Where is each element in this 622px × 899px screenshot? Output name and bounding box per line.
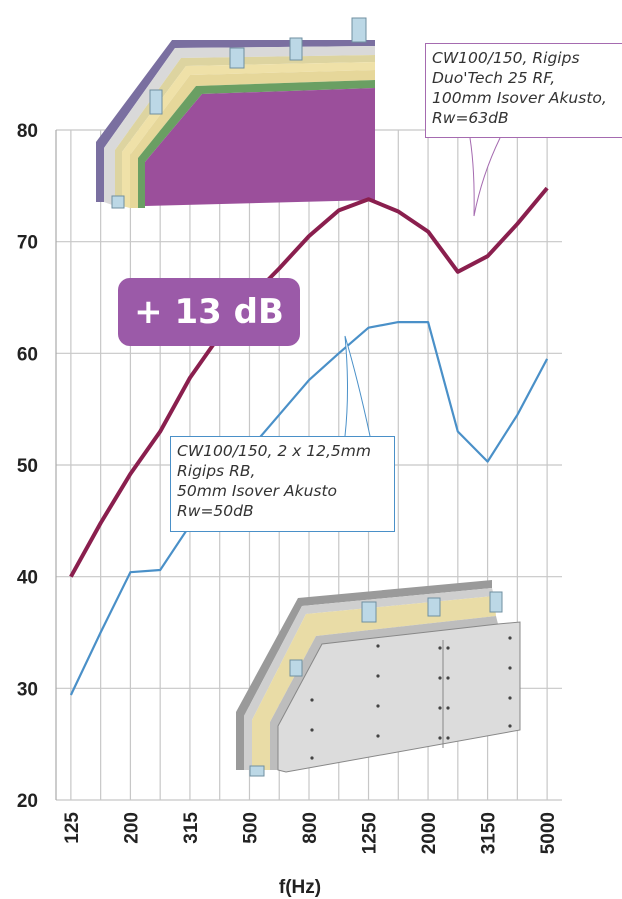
series-layer bbox=[69, 186, 549, 696]
x-tick-label-500: 500 bbox=[240, 812, 261, 844]
x-tick-label-3150: 3150 bbox=[479, 812, 500, 854]
x-axis: 125 200 315 500 800 1250 2000 3150 5000 bbox=[62, 812, 559, 855]
callout-top-pointer bbox=[469, 137, 501, 217]
gain-badge: + 13 dB bbox=[118, 278, 300, 346]
y-tick-label-60: 60 bbox=[17, 344, 38, 365]
y-tick-label-30: 30 bbox=[17, 679, 38, 700]
x-tick-label-2000: 2000 bbox=[419, 812, 440, 854]
y-tick-label-20: 20 bbox=[17, 791, 38, 812]
x-tick-label-125: 125 bbox=[62, 812, 83, 844]
series-line-1 bbox=[69, 186, 549, 578]
x-tick-label-800: 800 bbox=[300, 812, 321, 844]
y-tick-label-50: 50 bbox=[17, 456, 38, 477]
x-tick-label-5000: 5000 bbox=[538, 812, 559, 854]
y-tick-label-80: 80 bbox=[17, 121, 38, 142]
x-axis-label: f(Hz) bbox=[279, 877, 321, 898]
callout-bottom-pointer bbox=[344, 335, 371, 437]
y-axis: 20 30 40 50 60 70 80 bbox=[17, 121, 38, 812]
x-tick-label-1250: 1250 bbox=[360, 812, 381, 854]
x-tick-label-200: 200 bbox=[121, 812, 142, 844]
callout-lower-series: CW100/150, 2 x 12,5mm Rigips RB, 50mm Is… bbox=[170, 436, 395, 532]
wall-illustration-bottom bbox=[236, 580, 521, 777]
series-line-2 bbox=[69, 321, 549, 696]
wall-illustration-top bbox=[96, 17, 375, 209]
callout-upper-series: CW100/150, Rigips Duo'Tech 25 RF, 100mm … bbox=[425, 43, 622, 138]
x-tick-label-315: 315 bbox=[181, 812, 202, 844]
y-tick-label-70: 70 bbox=[17, 233, 38, 254]
y-tick-label-40: 40 bbox=[17, 568, 38, 589]
